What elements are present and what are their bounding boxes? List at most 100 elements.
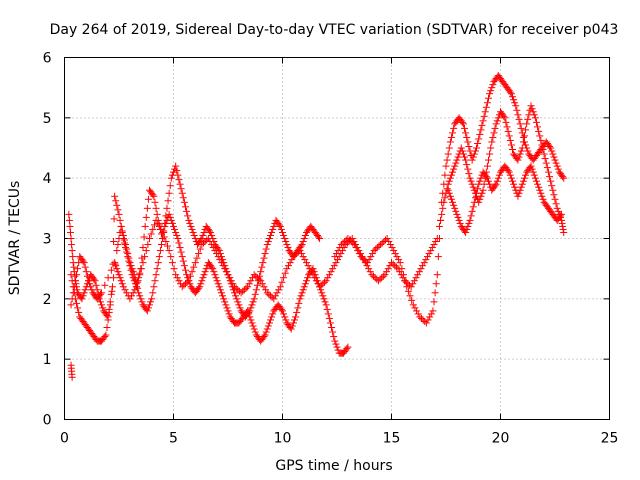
data-point <box>540 150 548 158</box>
data-point <box>167 216 175 224</box>
data-point <box>277 225 285 233</box>
data-point <box>67 235 75 242</box>
data-point <box>284 244 292 252</box>
data-point <box>287 325 295 333</box>
data-point <box>70 283 78 291</box>
data-point <box>404 287 412 295</box>
data-point <box>379 272 387 280</box>
data-point <box>180 281 188 289</box>
data-point <box>309 271 317 279</box>
data-point <box>108 283 116 291</box>
data-point <box>376 275 384 283</box>
data-point <box>468 156 476 164</box>
data-point <box>325 271 333 279</box>
data-point <box>196 283 204 291</box>
data-point <box>318 289 326 297</box>
data-point <box>421 317 429 325</box>
data-point <box>541 155 549 163</box>
data-point <box>429 307 437 315</box>
data-point <box>223 304 231 312</box>
data-point <box>430 298 438 306</box>
data-point <box>263 289 271 297</box>
data-point <box>222 301 230 309</box>
data-point <box>275 286 283 294</box>
data-point <box>237 289 245 297</box>
data-point <box>491 182 499 190</box>
data-point <box>96 290 104 298</box>
data-point <box>550 153 558 161</box>
data-point <box>159 228 167 236</box>
data-point <box>142 247 150 255</box>
data-point <box>129 268 137 276</box>
data-point <box>377 241 385 249</box>
data-point <box>211 271 219 279</box>
data-point <box>332 340 340 348</box>
data-point <box>514 111 522 119</box>
data-point <box>317 281 325 289</box>
data-point <box>180 198 188 206</box>
data-point <box>483 174 491 182</box>
data-point <box>518 180 526 188</box>
data-point <box>267 316 275 324</box>
data-point <box>414 310 422 318</box>
data-point <box>142 213 150 221</box>
data-point <box>75 308 83 316</box>
data-point <box>281 235 289 242</box>
data-point <box>446 192 454 200</box>
data-point <box>239 287 247 295</box>
data-point <box>199 239 207 247</box>
data-point <box>286 259 294 267</box>
data-point <box>267 231 275 239</box>
data-point <box>119 231 127 239</box>
data-point <box>264 238 272 246</box>
data-point <box>536 186 544 194</box>
data-point <box>445 144 453 152</box>
data-point <box>451 204 459 212</box>
data-point <box>458 118 466 126</box>
data-point <box>382 236 390 244</box>
data-point <box>390 247 398 255</box>
data-point <box>139 259 147 267</box>
data-point <box>506 171 514 179</box>
data-point <box>519 177 527 185</box>
data-point <box>245 310 253 318</box>
data-point <box>469 203 477 211</box>
data-point <box>477 126 485 134</box>
data-point <box>325 314 333 322</box>
data-point <box>524 115 532 123</box>
data-point <box>195 250 203 258</box>
data-point <box>122 241 130 249</box>
data-point <box>114 268 122 276</box>
data-point <box>170 265 178 273</box>
data-point <box>413 307 421 315</box>
data-point <box>459 150 467 158</box>
data-point <box>220 295 228 303</box>
data-point <box>129 289 137 297</box>
data-point <box>506 88 514 96</box>
data-point <box>493 177 501 185</box>
data-point <box>143 307 151 315</box>
data-point <box>304 274 312 282</box>
data-point <box>294 248 302 256</box>
data-point <box>136 292 144 300</box>
data-point <box>68 373 76 381</box>
data-point <box>371 274 379 282</box>
data-point <box>181 280 189 288</box>
data-point <box>426 313 434 321</box>
data-point <box>115 235 123 242</box>
data-point <box>559 173 567 181</box>
data-point <box>290 316 298 324</box>
data-point <box>378 274 386 282</box>
data-point <box>415 268 423 276</box>
data-point <box>428 244 436 252</box>
data-point <box>219 262 227 270</box>
data-point <box>165 210 173 218</box>
data-point <box>548 182 556 190</box>
data-point <box>240 286 248 294</box>
data-point <box>302 259 310 267</box>
data-point <box>67 301 75 309</box>
data-point <box>177 185 185 193</box>
data-point <box>471 147 479 155</box>
data-point <box>549 150 557 158</box>
data-point <box>281 313 289 321</box>
